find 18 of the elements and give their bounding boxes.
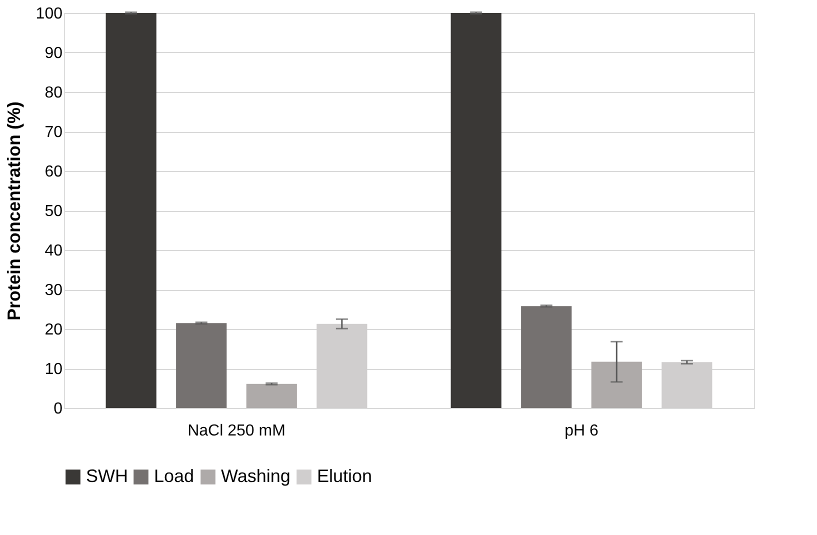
legend-label: Load (154, 466, 194, 486)
legend-label: Washing (221, 466, 290, 486)
y-tick-label: 80 (44, 84, 63, 102)
y-tick-label: 100 (36, 6, 63, 22)
legend-label: Elution (317, 466, 372, 486)
y-tick-label: 90 (44, 45, 63, 62)
y-axis-title: Protein concentration (%) (4, 101, 24, 321)
x-tick-label: NaCl 250 mM (188, 422, 286, 440)
y-tick-label: 60 (44, 164, 63, 180)
y-tick-label: 40 (44, 242, 63, 260)
y-tick-label: 30 (44, 282, 63, 299)
y-tick-label: 10 (44, 361, 63, 378)
x-tick-label: pH 6 (564, 422, 598, 440)
y-tick-label: 70 (44, 124, 63, 141)
legend-label: SWH (86, 466, 128, 486)
y-tick-label: 20 (44, 322, 63, 338)
y-tick-label: 50 (44, 203, 63, 220)
y-tick-label: 0 (54, 400, 63, 418)
